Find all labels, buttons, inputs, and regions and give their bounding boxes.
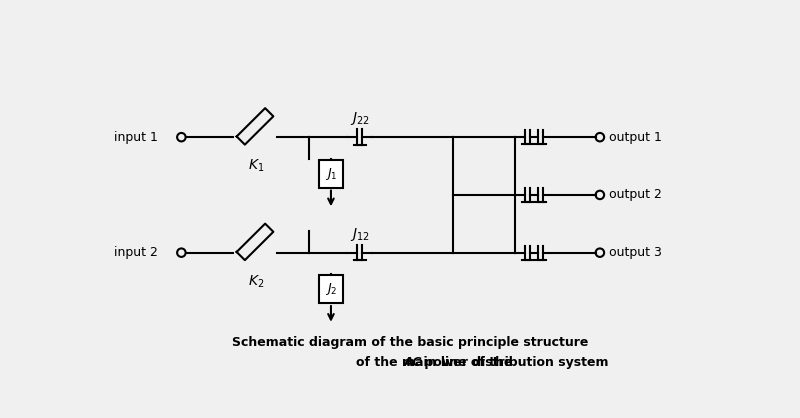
Text: output 1: output 1: [609, 131, 662, 144]
Text: AC: AC: [404, 356, 422, 369]
Text: $J_2$: $J_2$: [325, 281, 337, 297]
Text: $K_1$: $K_1$: [248, 158, 265, 174]
Bar: [319, 160, 342, 188]
Text: output 3: output 3: [609, 246, 662, 259]
Text: of the main line of the: of the main line of the: [356, 356, 517, 369]
Text: $J_1$: $J_1$: [325, 166, 337, 182]
Text: Schematic diagram of the basic principle structure: Schematic diagram of the basic principle…: [232, 336, 588, 349]
Text: $J_{12}$: $J_{12}$: [350, 226, 370, 243]
Text: output 2: output 2: [609, 189, 662, 201]
Text: input 2: input 2: [114, 246, 158, 259]
Text: power distribution system: power distribution system: [420, 356, 609, 369]
Text: input 1: input 1: [114, 131, 158, 144]
Bar: [319, 275, 342, 303]
Text: $J_{22}$: $J_{22}$: [350, 110, 370, 127]
Text: $K_2$: $K_2$: [248, 273, 265, 290]
